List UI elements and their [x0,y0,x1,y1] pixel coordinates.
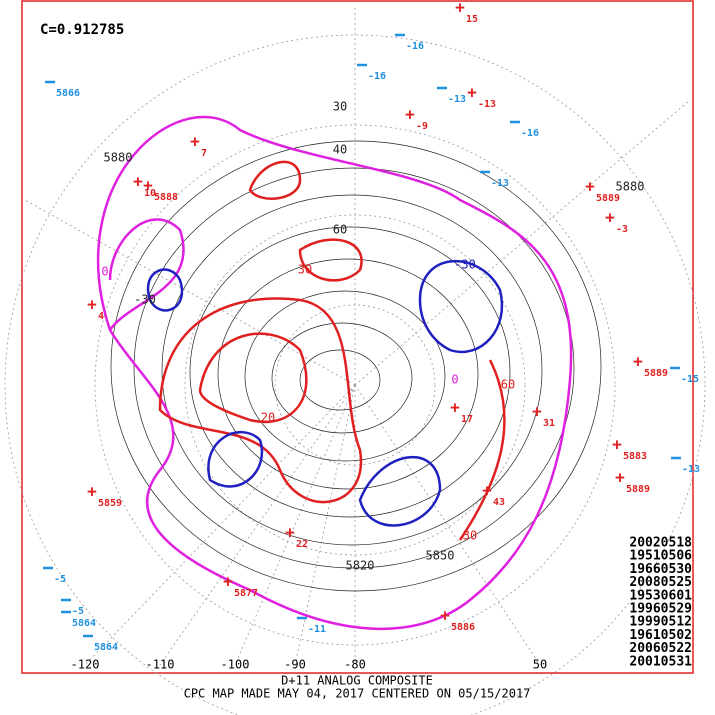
contour-label: 0 [451,373,458,387]
analog-date: 20060522 [629,641,692,656]
analog-date: 19660530 [629,562,692,577]
high-marker: + [633,352,643,371]
high-label: 17 [461,414,473,425]
contour-label: 60 [333,223,347,237]
analog-date: 19530601 [629,588,692,603]
low-label: -5 [54,574,66,585]
low-label: -5 [72,606,84,617]
high-marker: + [440,606,450,625]
high-marker: + [87,482,97,501]
contour-label: 5880 [104,151,133,165]
high-label: 22 [296,539,308,550]
high-label: 5877 [234,588,258,599]
contour-label: -30 [134,293,156,307]
high-marker: + [285,523,295,542]
high-label: 5889 [644,368,668,379]
low-label: 5864 [72,618,96,629]
low-label: 5866 [56,88,80,99]
footer-line: D+11 ANALOG COMPOSITE [281,674,433,688]
map-frame [21,0,694,674]
analog-date: 20080525 [629,575,692,590]
high-marker: + [190,132,200,151]
low-label: -13 [491,178,509,189]
low-label: -13 [682,464,700,475]
high-marker: + [405,105,415,124]
high-label: 43 [493,497,505,508]
high-marker: + [143,176,153,195]
contour-label: 30 [298,263,312,277]
high-label: 7 [201,148,207,159]
high-label: 5859 [98,498,122,509]
contour-label: 40 [333,143,347,157]
high-label: -9 [416,121,428,132]
contour-label: 5880 [616,180,645,194]
low-label: -16 [521,128,539,139]
anomaly-contours [96,115,573,630]
analog-date: 19510506 [629,549,692,564]
high-marker: + [133,172,143,191]
high-label: 5889 [626,484,650,495]
high-marker: + [455,0,465,17]
footer-line: CPC MAP MADE MAY 04, 2017 CENTERED ON 05… [184,687,531,701]
high-marker: + [467,83,477,102]
high-marker: + [612,435,622,454]
high-label: 5888 [154,192,178,203]
contour-label: 20 [261,411,275,425]
low-label: -13 [448,94,466,105]
high-label: 5889 [596,193,620,204]
high-marker: + [605,208,615,227]
longitude-label: -110 [146,658,175,672]
low-label: 5864 [94,642,118,653]
analog-date: 19990512 [629,615,692,630]
low-label: -16 [406,41,424,52]
high-label: 5883 [623,451,647,462]
height-contours [110,140,602,592]
high-label: 5886 [451,622,475,633]
contour-label: 30 [333,100,347,114]
high-label: -13 [478,99,496,110]
contour-label: -30 [454,258,476,272]
longitude-label: 50 [533,658,547,672]
low-label: -16 [368,71,386,82]
high-marker: + [482,481,492,500]
contour-label: 30 [463,529,477,543]
high-marker: + [87,295,97,314]
analog-date: 19960529 [629,602,692,617]
low-label: -11 [308,624,326,635]
high-marker: + [223,572,233,591]
high-marker: + [615,468,625,487]
contour-label: 5820 [346,559,375,573]
high-label: 10 [144,188,156,199]
correlation: C=0.912785 [40,22,124,38]
longitude-label: -100 [221,658,250,672]
high-label: 31 [543,418,555,429]
analog-date: 20010531 [629,654,692,669]
longitude-label: -90 [284,658,306,672]
low-label: -15 [681,374,699,385]
analog-date: 20020518 [629,536,692,551]
longitude-label: -120 [71,658,100,672]
contour-label: 0 [101,265,108,279]
high-label: -3 [616,224,628,235]
analog-date: 19610502 [629,628,692,643]
longitude-label: -80 [344,658,366,672]
contour-label: 60 [501,378,515,392]
high-marker: + [450,398,460,417]
high-marker: + [585,177,595,196]
high-label: 4 [98,311,104,322]
contour-label: 5850 [426,549,455,563]
high-marker: + [532,402,542,421]
high-label: 15 [466,14,478,25]
